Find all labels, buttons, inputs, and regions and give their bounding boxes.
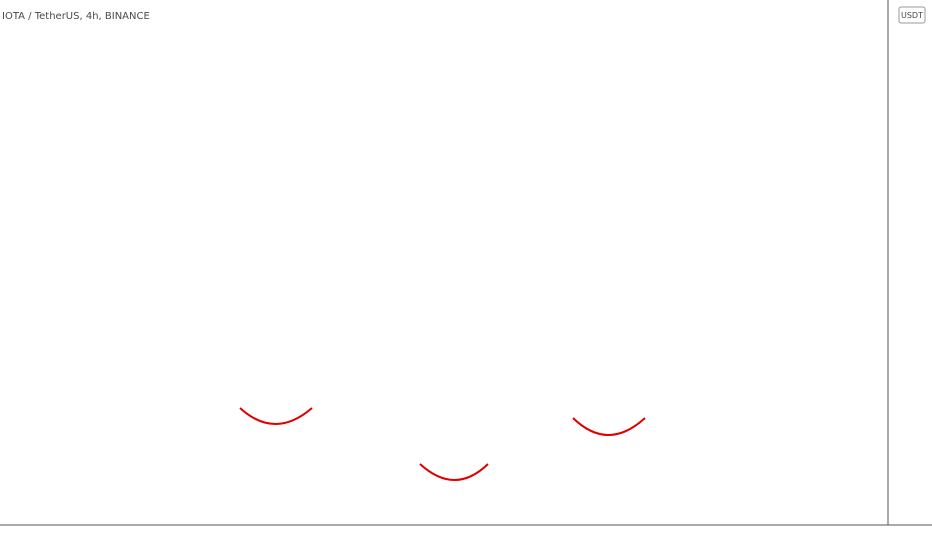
pattern-arc: [419, 463, 489, 481]
pattern-arc: [572, 417, 646, 436]
chart-title: IOTA / TetherUS, 4h, BINANCE: [2, 11, 150, 22]
title-bg: [0, 8, 128, 24]
price-axis: [888, 0, 932, 550]
currency-label[interactable]: USDT: [901, 11, 923, 20]
currency-button[interactable]: [898, 6, 926, 24]
pattern-arc: [239, 407, 313, 425]
time-axis: [0, 525, 932, 550]
